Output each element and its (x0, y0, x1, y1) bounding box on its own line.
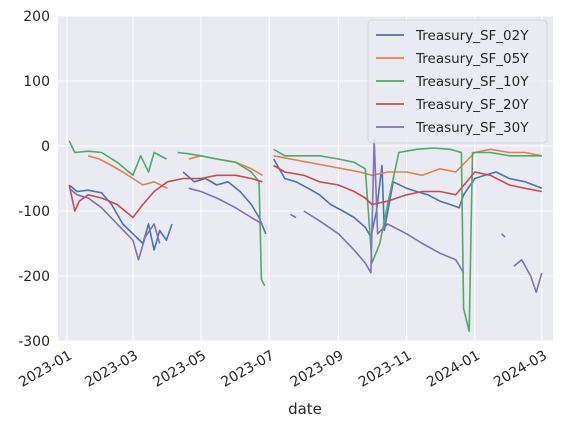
legend-entry: Treasury_SF_02Y (415, 28, 529, 44)
y-tick-label: -200 (18, 269, 50, 285)
legend-entry: Treasury_SF_10Y (415, 74, 529, 90)
legend-entry: Treasury_SF_05Y (415, 51, 529, 67)
y-tick-label: 100 (23, 74, 50, 90)
x-tick-label: 2023-05 (150, 348, 209, 391)
y-tick-label: -300 (18, 334, 50, 350)
x-tick-label: 2023-03 (82, 348, 141, 391)
x-tick-label: 2023-01 (16, 348, 75, 391)
x-tick-label: 2023-11 (356, 348, 415, 391)
series-layer (68, 138, 543, 333)
series-line-treasury-sf-20y (68, 164, 542, 219)
y-tick-label: 0 (41, 139, 50, 155)
y-tick-label: -100 (18, 204, 50, 220)
legend-entry: Treasury_SF_30Y (415, 120, 529, 136)
x-tick-labels: 2023-01 2023-03 2023-05 2023-07 2023-09 2023-… (16, 348, 550, 391)
y-tick-label: 200 (23, 9, 50, 25)
y-tick-labels: -300 -200 -100 0 100 200 (18, 9, 50, 350)
legend: Treasury_SF_02Y Treasury_SF_05Y Treasury_S… (367, 19, 548, 144)
x-tick-label: 2023-07 (219, 348, 278, 391)
legend-box (367, 19, 548, 144)
x-tick-label: 2023-09 (288, 348, 347, 391)
x-axis-label: date (288, 400, 322, 418)
series-line-treasury-sf-10y (68, 140, 542, 333)
series-line-treasury-sf-30y (68, 138, 543, 294)
x-tick-label: 2024-01 (424, 348, 483, 391)
x-tick-label: 2024-03 (491, 348, 550, 391)
legend-entry: Treasury_SF_20Y (415, 97, 529, 113)
